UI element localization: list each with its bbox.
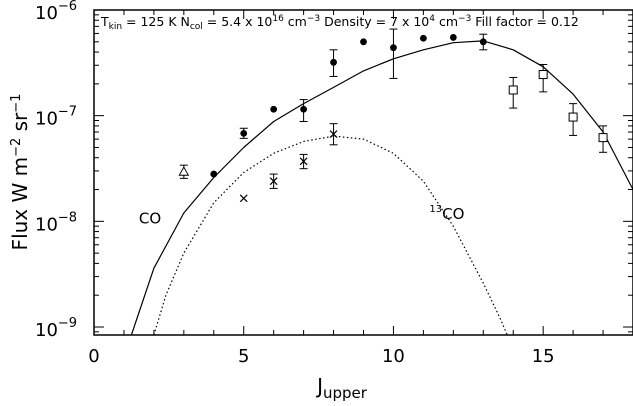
x-tick-label: 10	[382, 346, 405, 367]
data-point-circle	[240, 129, 248, 137]
co-model-curve	[130, 40, 633, 335]
plot-frame	[93, 9, 633, 336]
data-point-circle	[210, 170, 218, 178]
data-point-cross	[329, 130, 338, 138]
data-point-circle	[270, 105, 278, 113]
data-point-cross	[239, 194, 248, 203]
data-point-square	[598, 133, 608, 143]
data-point-circle	[300, 105, 308, 113]
x-axis-title: Jupper	[315, 374, 368, 402]
model-curves	[130, 40, 633, 335]
x-tick-label: 15	[532, 346, 555, 367]
co13-model-curve	[153, 135, 508, 335]
x-tick-label: 0	[88, 346, 99, 367]
data-point-square	[538, 70, 548, 80]
x-tick-labels: 0 5 10 15	[88, 346, 554, 367]
data-point-circle	[330, 58, 337, 66]
y-tick-label: 10−7	[35, 105, 77, 130]
data-point-circle	[419, 34, 427, 42]
curve-labels: CO 13CO	[139, 204, 464, 228]
curve-label: CO	[139, 210, 161, 228]
data-point-circle	[479, 38, 487, 46]
model-parameters: Tkin = 125 K Ncol = 5.4 x 1016 cm−3 Dens…	[100, 14, 579, 32]
y-tick-label: 10−8	[35, 210, 77, 235]
data-point-circle	[360, 38, 367, 46]
y-tick-label: 10−6	[35, 0, 77, 24]
observed-points	[178, 28, 608, 203]
x-tick-label: 5	[238, 346, 249, 367]
y-tick-label: 10−9	[35, 316, 77, 341]
axis-ticks	[93, 9, 633, 335]
data-point-square	[508, 85, 518, 95]
y-axis-title: Flux W m−2 sr−1	[8, 94, 32, 251]
data-point-circle	[390, 44, 397, 52]
curve-label: 13CO	[429, 204, 464, 223]
data-point-cross	[299, 157, 308, 166]
y-tick-labels: 10−9 10−8 10−7 10−6	[35, 0, 77, 341]
data-point-cross	[269, 177, 278, 186]
data-point-triangle	[178, 166, 190, 176]
data-point-square	[568, 112, 578, 122]
data-point-circle	[449, 34, 457, 41]
